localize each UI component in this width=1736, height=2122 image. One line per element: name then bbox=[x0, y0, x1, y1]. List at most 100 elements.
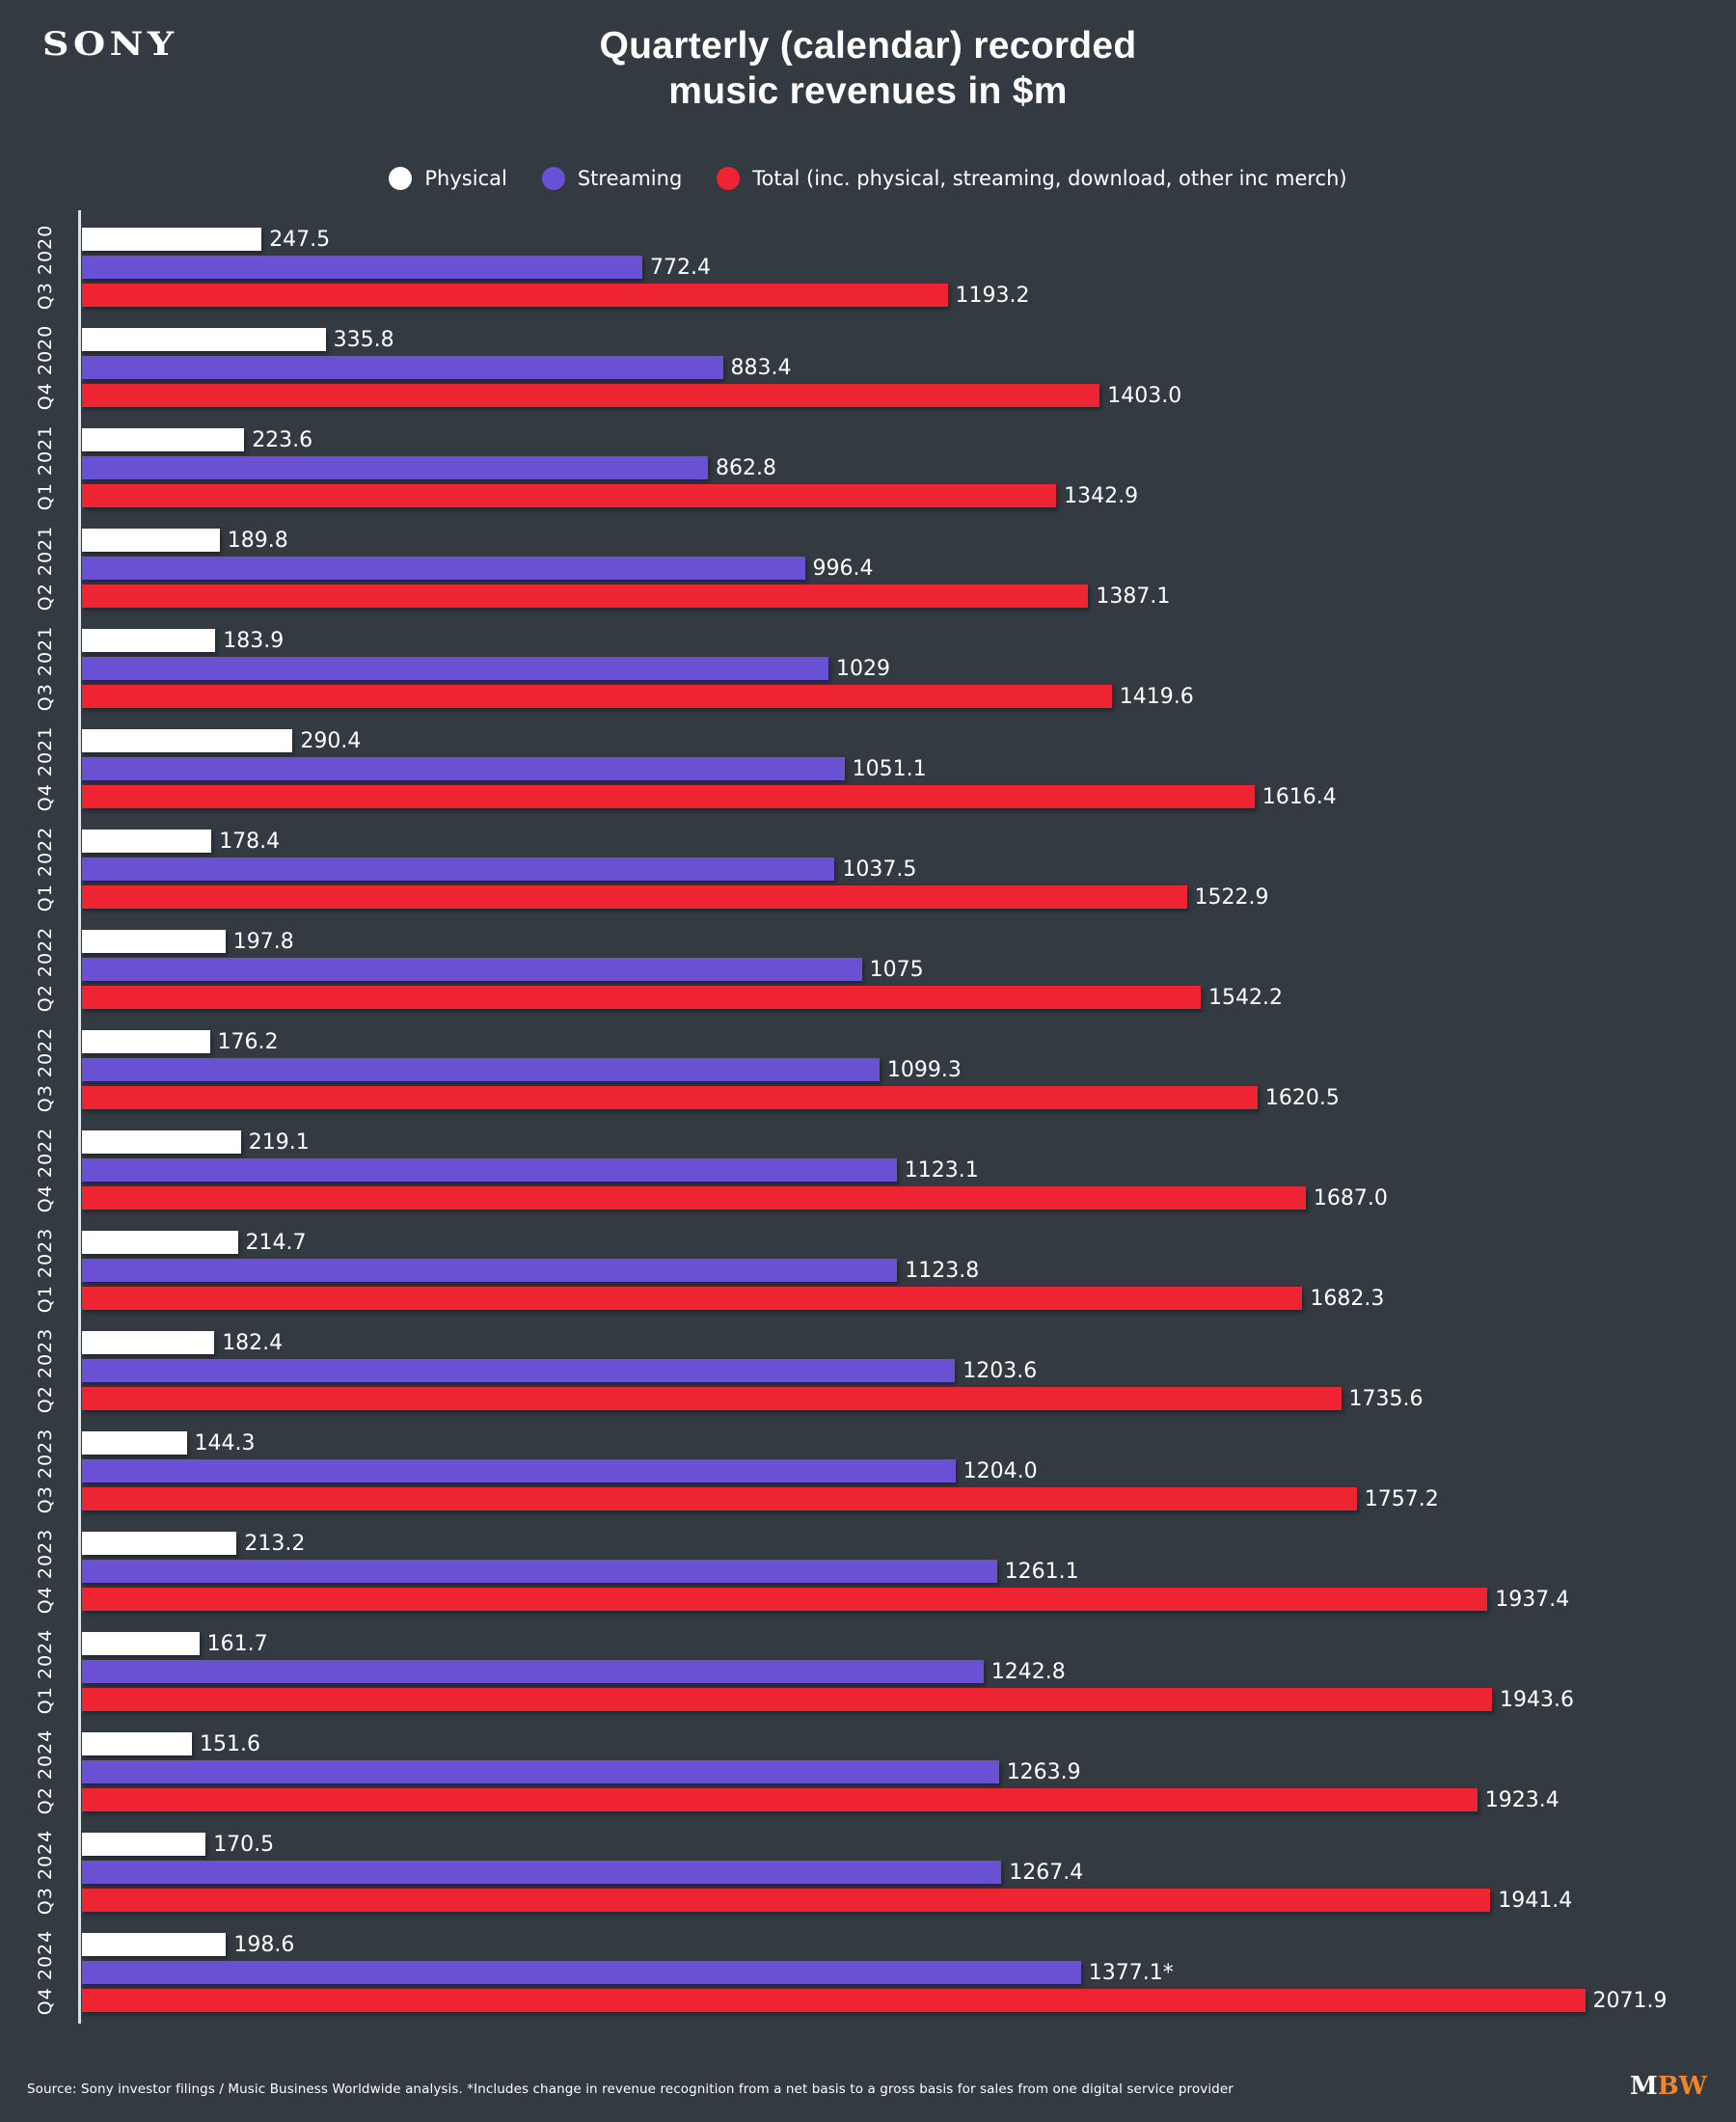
total-bar bbox=[82, 1889, 1491, 1912]
bar-row: 161.7 bbox=[82, 1631, 1736, 1656]
streaming-bar bbox=[82, 557, 805, 580]
bar-group: Q4 2022 219.1 1123.1 1687.0 bbox=[35, 1128, 1736, 1212]
bar-value-label: 1941.4 bbox=[1498, 1888, 1573, 1913]
bar-row: 214.7 bbox=[82, 1231, 1736, 1255]
streaming-bar bbox=[82, 657, 828, 680]
bar-row: 1267.4 bbox=[82, 1860, 1736, 1885]
physical-bar bbox=[82, 328, 326, 351]
bar-row: 1051.1 bbox=[82, 757, 1736, 781]
bar-row: 335.8 bbox=[82, 328, 1736, 352]
bar-value-label: 1037.5 bbox=[842, 857, 917, 882]
bar-row: 178.4 bbox=[82, 830, 1736, 854]
legend-item-total: Total (inc. physical, streaming, downloa… bbox=[717, 167, 1347, 190]
total-bar bbox=[82, 885, 1187, 909]
bar-value-label: 1387.1 bbox=[1096, 584, 1171, 609]
bar-row: 1342.9 bbox=[82, 483, 1736, 508]
bar-row: 1687.0 bbox=[82, 1186, 1736, 1211]
bar-row: 1937.4 bbox=[82, 1588, 1736, 1612]
bar-value-label: 223.6 bbox=[252, 427, 313, 452]
bar-row: 1037.5 bbox=[82, 857, 1736, 882]
streaming-bar bbox=[82, 1961, 1081, 1984]
bar-row: 247.5 bbox=[82, 227, 1736, 252]
legend: Physical Streaming Total (inc. physical, s… bbox=[0, 167, 1736, 190]
streaming-bar bbox=[82, 1459, 956, 1483]
total-bar bbox=[82, 1387, 1342, 1410]
bar-value-label: 1029 bbox=[836, 656, 890, 681]
bar-value-label: 1099.3 bbox=[886, 1057, 962, 1082]
physical-bar bbox=[82, 629, 216, 652]
bar-row: 1242.8 bbox=[82, 1660, 1736, 1684]
bar-group: Q1 2022 178.4 1037.5 1522.9 bbox=[35, 827, 1736, 911]
bar-row: 1203.6 bbox=[82, 1359, 1736, 1383]
bar-value-label: 1923.4 bbox=[1484, 1787, 1560, 1812]
legend-label-physical: Physical bbox=[424, 167, 507, 190]
bar-row: 151.6 bbox=[82, 1732, 1736, 1756]
y-tick-label: Q3 2020 bbox=[35, 224, 56, 311]
bar-value-label: 176.2 bbox=[217, 1029, 279, 1054]
y-tick-label: Q4 2024 bbox=[35, 1929, 56, 2016]
bar-value-label: 1267.4 bbox=[1009, 1860, 1084, 1885]
bar-row: 1193.2 bbox=[82, 283, 1736, 308]
bar-row: 1419.6 bbox=[82, 684, 1736, 709]
bar-value-label: 883.4 bbox=[730, 355, 792, 380]
bar-value-label: 862.8 bbox=[716, 455, 776, 480]
bar-value-label: 1193.2 bbox=[955, 283, 1030, 308]
bar-group: Q2 2024 151.6 1263.9 1923.4 bbox=[35, 1729, 1736, 1814]
bar-row: 1263.9 bbox=[82, 1759, 1736, 1784]
bar-value-label: 219.1 bbox=[248, 1129, 310, 1155]
streaming-bar bbox=[82, 1861, 1002, 1884]
bar-value-label: 1342.9 bbox=[1064, 483, 1139, 508]
bar-row: 223.6 bbox=[82, 427, 1736, 452]
bar-group: Q3 2021 183.9 1029 1419.6 bbox=[35, 626, 1736, 711]
bar-row: 1099.3 bbox=[82, 1057, 1736, 1082]
bar-row: 183.9 bbox=[82, 629, 1736, 653]
chart-title-line1: Quarterly (calendar) recorded bbox=[599, 25, 1137, 67]
bar-value-label: 1419.6 bbox=[1119, 684, 1194, 709]
bar-value-label: 182.4 bbox=[222, 1330, 284, 1355]
streaming-bar bbox=[82, 1058, 880, 1081]
bar-value-label: 290.4 bbox=[300, 728, 362, 753]
legend-marker-total-icon bbox=[717, 167, 741, 190]
legend-marker-streaming-icon bbox=[541, 167, 565, 190]
source-note: Source: Sony investor filings / Music Bu… bbox=[27, 2081, 1234, 2097]
sony-logo: SONY bbox=[42, 25, 178, 64]
bar-value-label: 1263.9 bbox=[1006, 1759, 1081, 1784]
mbw-logo-m: M bbox=[1630, 2072, 1658, 2101]
y-tick-label: Q2 2022 bbox=[35, 926, 56, 1013]
total-bar bbox=[82, 1186, 1306, 1210]
bar-group: Q4 2024 198.6 1377.1* 2071.9 bbox=[35, 1930, 1736, 2015]
bar-row: 1616.4 bbox=[82, 785, 1736, 809]
streaming-bar bbox=[82, 1560, 997, 1583]
bar-value-label: 1620.5 bbox=[1264, 1085, 1340, 1110]
bar-value-label: 2071.9 bbox=[1592, 1988, 1668, 2013]
physical-bar bbox=[82, 1231, 238, 1254]
bar-row: 1542.2 bbox=[82, 985, 1736, 1010]
bar-row: 189.8 bbox=[82, 529, 1736, 553]
bar-row: 182.4 bbox=[82, 1330, 1736, 1355]
physical-bar bbox=[82, 228, 262, 251]
total-bar bbox=[82, 284, 948, 307]
bar-row: 883.4 bbox=[82, 355, 1736, 380]
legend-item-streaming: Streaming bbox=[541, 167, 682, 190]
bar-value-label: 1542.2 bbox=[1208, 985, 1283, 1010]
streaming-bar bbox=[82, 256, 642, 279]
bar-value-label: 213.2 bbox=[244, 1531, 306, 1556]
y-tick-label: Q1 2021 bbox=[35, 424, 56, 511]
streaming-bar bbox=[82, 1259, 898, 1282]
total-bar bbox=[82, 384, 1100, 407]
bar-row: 1204.0 bbox=[82, 1459, 1736, 1483]
total-bar bbox=[82, 1287, 1303, 1310]
y-tick-label: Q3 2022 bbox=[35, 1026, 56, 1113]
bar-group: Q1 2021 223.6 862.8 1342.9 bbox=[35, 425, 1736, 510]
chart-title: Quarterly (calendar) recorded music reve… bbox=[0, 23, 1736, 114]
bar-row: 1735.6 bbox=[82, 1387, 1736, 1411]
total-bar bbox=[82, 1086, 1258, 1109]
streaming-bar bbox=[82, 857, 835, 881]
physical-bar bbox=[82, 729, 293, 752]
bar-row: 772.4 bbox=[82, 256, 1736, 280]
bar-value-label: 247.5 bbox=[269, 227, 331, 252]
physical-bar bbox=[82, 1532, 237, 1555]
bar-row: 1941.4 bbox=[82, 1888, 1736, 1913]
bar-value-label: 161.7 bbox=[206, 1631, 268, 1656]
